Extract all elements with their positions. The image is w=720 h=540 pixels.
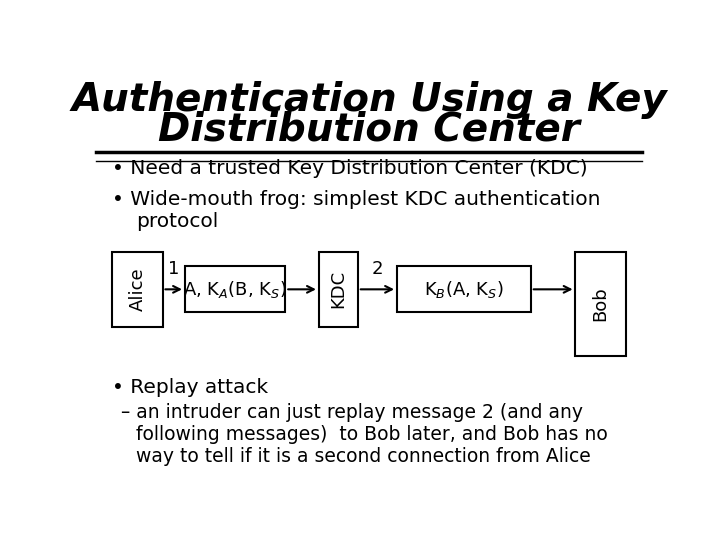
Text: protocol: protocol [136,212,218,232]
Text: KDC: KDC [329,270,347,308]
Bar [397,266,531,312]
Bar [185,266,285,312]
Text: • Replay attack: • Replay attack [112,377,269,396]
Text: Authentication Using a Key: Authentication Using a Key [71,81,667,119]
Text: Alice: Alice [128,267,146,311]
Text: 2: 2 [372,260,383,279]
Text: Distribution Center: Distribution Center [158,110,580,148]
Bar [575,252,626,356]
Text: K$_B$(A, K$_S$): K$_B$(A, K$_S$) [424,279,504,300]
Text: 1: 1 [168,260,179,279]
Text: A, K$_A$(B, K$_S$): A, K$_A$(B, K$_S$) [184,279,287,300]
Bar [112,252,163,327]
Text: following messages)  to Bob later, and Bob has no: following messages) to Bob later, and Bo… [136,426,608,444]
Bar [319,252,358,327]
Text: • Wide-mouth frog: simplest KDC authentication: • Wide-mouth frog: simplest KDC authenti… [112,191,600,210]
Text: • Need a trusted Key Distribution Center (KDC): • Need a trusted Key Distribution Center… [112,159,588,178]
Text: way to tell if it is a second connection from Alice: way to tell if it is a second connection… [136,448,590,467]
Text: – an intruder can just replay message 2 (and any: – an intruder can just replay message 2 … [121,403,582,422]
Text: Bob: Bob [592,287,610,321]
